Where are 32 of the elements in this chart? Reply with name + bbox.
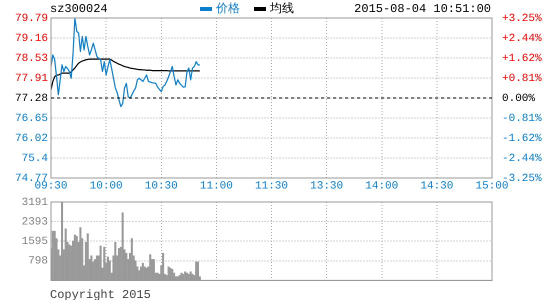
y2-tick-label: +2.44%: [502, 32, 542, 45]
y2-tick-label: 0.00%: [502, 92, 536, 105]
chart-title: sz300024: [50, 2, 108, 16]
x-tick-label: 10:30: [144, 180, 178, 193]
y-tick-label: 3191: [22, 196, 48, 209]
y-tick-label: 798: [28, 256, 48, 268]
y-tick-label: 77.28: [14, 92, 48, 105]
x-tick-label: 14:00: [365, 180, 398, 193]
x-tick-label: 11:30: [254, 180, 288, 193]
y-tick-label: 78.53: [14, 53, 48, 66]
chart-subtitle: 2015-08-04 10:51:00: [354, 2, 491, 16]
y-tick-label: 79.16: [14, 32, 48, 45]
y2-tick-label: +0.81%: [502, 72, 542, 85]
y-tick-label: 75.4: [22, 152, 48, 165]
y2-tick-label: -0.81%: [502, 112, 542, 125]
x-tick-label: 09:30: [34, 180, 68, 193]
x-tick-label: 10:00: [90, 180, 123, 193]
y2-tick-label: +3.25%: [502, 12, 542, 25]
legend-label: 价格: [216, 2, 240, 16]
y-tick-label: 79.79: [14, 12, 48, 25]
y-tick-label: 76.65: [14, 112, 48, 125]
y-tick-label: 76.02: [14, 133, 48, 146]
y-tick-label: 1595: [22, 236, 48, 248]
y2-tick-label: -2.44%: [502, 152, 542, 165]
y-tick-label: 2393: [22, 216, 48, 229]
y-tick-label: 77.91: [14, 72, 48, 85]
y2-tick-label: +1.62%: [502, 53, 542, 66]
legend-label: 均线: [270, 2, 294, 16]
y2-tick-label: -1.62%: [502, 132, 542, 145]
x-tick-label: 11:00: [200, 180, 233, 193]
x-tick-label: 14:30: [420, 180, 454, 193]
x-tick-label: 13:30: [310, 180, 344, 193]
